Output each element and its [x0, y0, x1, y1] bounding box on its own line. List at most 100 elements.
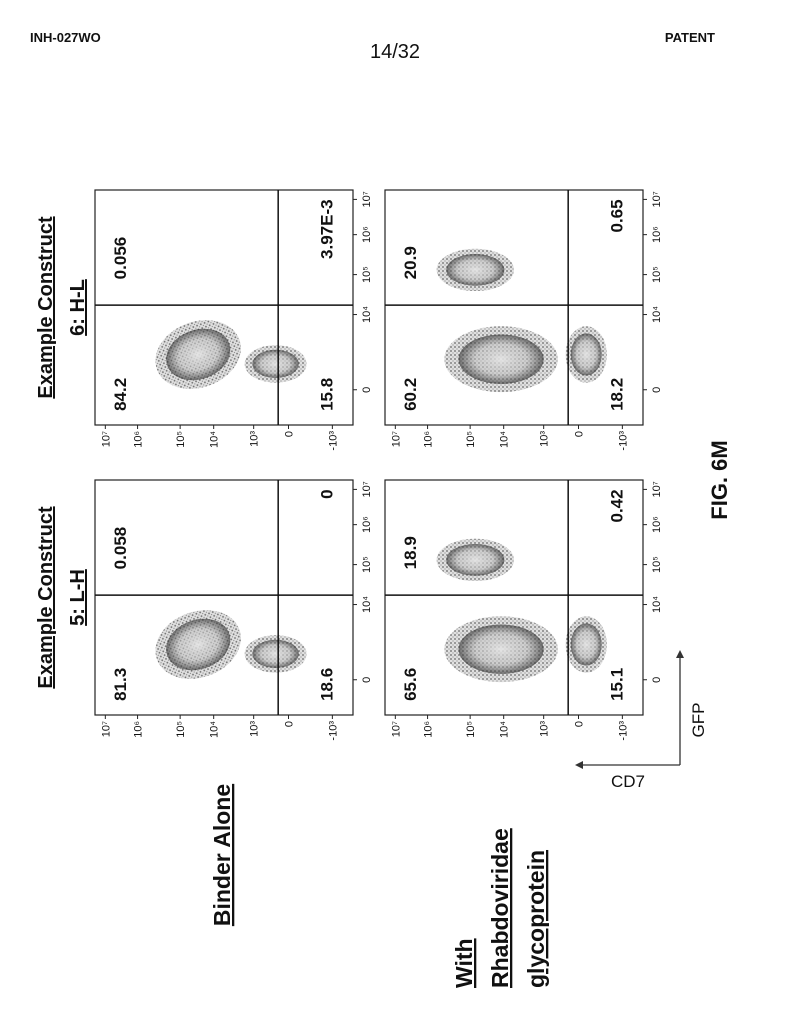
y-tick-label: 10⁷: [100, 431, 112, 447]
x-tick-label: 10⁷: [651, 191, 663, 207]
x-tick-label: 10⁵: [651, 266, 663, 283]
y-tick-label: 10⁴: [209, 431, 221, 448]
x-tick-label: 0: [651, 677, 663, 683]
y-tick-label: 10⁶: [133, 721, 145, 738]
y-tick-label: 10⁵: [465, 721, 477, 738]
y-tick-label: 10⁴: [499, 721, 511, 738]
arrow-head: [676, 650, 684, 658]
quadrant-value: 0.058: [111, 527, 130, 570]
y-tick-label: 10⁵: [465, 431, 477, 448]
quadrant-value: 0.056: [111, 237, 130, 280]
quadrant-value: 60.2: [401, 378, 420, 411]
y-tick-label: 0: [284, 721, 296, 727]
quadrant-value: 81.3: [111, 668, 130, 701]
quadrant-value: 0.65: [607, 199, 626, 232]
y-tick-label: 10⁵: [175, 721, 187, 738]
y-tick-label: 10⁶: [423, 431, 435, 448]
quadrant-value: 20.9: [401, 246, 420, 279]
x-tick-label: 10⁴: [651, 306, 663, 323]
y-tick-label: 10⁶: [423, 721, 435, 738]
x-tick-label: 10⁵: [361, 556, 373, 573]
y-tick-label: -10³: [327, 431, 339, 451]
y-tick-label: 10⁷: [390, 721, 402, 737]
x-tick-label: 10⁶: [651, 516, 663, 533]
x-tick-label: 0: [361, 677, 373, 683]
x-tick-label: 10⁵: [651, 556, 663, 573]
x-tick-label: 0: [361, 387, 373, 393]
y-tick-label: 10⁵: [175, 431, 187, 448]
x-tick-label: 10⁵: [361, 266, 373, 283]
cell-population-core: [252, 349, 299, 378]
arrow-head: [575, 761, 583, 769]
y-tick-label: 0: [574, 721, 586, 727]
plot-frame: [384, 479, 644, 716]
y-axis-label: CD7: [611, 772, 645, 791]
x-tick-label: 10⁶: [651, 226, 663, 243]
x-tick-label: 10⁴: [361, 306, 373, 323]
x-axis-label: GFP: [689, 703, 708, 738]
cell-population-core: [570, 623, 602, 666]
quadrant-value: 84.2: [111, 378, 130, 411]
y-tick-label: 0: [574, 431, 586, 437]
flow-plot: 10⁷ 10⁶ 10⁵ 10⁴ 10³ 0 -10³ 0 10⁴ 10⁵ 10⁶ 10⁷ 84.2 0.0…: [94, 189, 373, 451]
flow-plot: 10⁷ 10⁶ 10⁵ 10⁴ 10³ 0 -10³ 0 10⁴ 10⁵ 10⁶ 10⁷ 65.6 18.…: [384, 479, 663, 741]
row-label: Binder Alone: [209, 784, 235, 926]
y-tick-label: 10³: [539, 721, 551, 737]
y-tick-label: 10³: [249, 431, 261, 447]
quadrant-value: 15.8: [317, 378, 336, 411]
cell-population-core: [166, 328, 231, 381]
column-title: Example Construct: [35, 506, 57, 689]
cell-population-core: [570, 333, 602, 376]
quadrant-value: 3.97E-3: [317, 199, 336, 259]
quadrant-value: 0: [317, 489, 336, 498]
x-tick-label: 10⁶: [361, 226, 373, 243]
x-tick-label: 10⁷: [361, 191, 373, 207]
cell-population-core: [458, 624, 544, 674]
quadrant-value: 65.6: [401, 668, 420, 701]
x-tick-label: 0: [651, 387, 663, 393]
quadrant-value: 18.2: [607, 378, 626, 411]
flow-plot: 10⁷ 10⁶ 10⁵ 10⁴ 10³ 0 -10³ 0 10⁴ 10⁵ 10⁶ 10⁷ 81.3 0.0…: [94, 479, 373, 741]
row-label: With: [451, 938, 477, 988]
quadrant-value: 18.6: [317, 668, 336, 701]
y-tick-label: -10³: [327, 721, 339, 741]
cell-population-core: [446, 544, 505, 576]
x-tick-label: 10⁴: [651, 596, 663, 613]
y-tick-label: -10³: [617, 431, 629, 451]
plot-frame: [94, 189, 354, 426]
cell-population-core: [446, 254, 505, 286]
y-tick-label: 10⁷: [100, 721, 112, 737]
docket-number: INH-027WO: [30, 30, 101, 45]
column-subtitle: 6: H-L: [67, 279, 89, 336]
column-subtitle: 5: L-H: [67, 569, 89, 626]
figure-caption: FIG. 6M: [707, 440, 732, 519]
y-tick-label: 10⁴: [499, 431, 511, 448]
x-tick-label: 10⁷: [361, 481, 373, 497]
row-label: glycoprotein: [523, 850, 549, 988]
cell-population-core: [252, 639, 299, 668]
plot-frame: [384, 189, 644, 426]
flow-plot: 10⁷ 10⁶ 10⁵ 10⁴ 10³ 0 -10³ 0 10⁴ 10⁵ 10⁶ 10⁷ 60.2 20.…: [384, 189, 663, 451]
page-number: 14/32: [370, 41, 420, 63]
x-tick-label: 10⁷: [651, 481, 663, 497]
cell-population-core: [458, 334, 544, 384]
patent-label: PATENT: [665, 30, 715, 45]
cell-population-core: [166, 618, 231, 671]
figure: Example Construct 5: L-H Example Construct…: [35, 189, 732, 988]
row-label: Rhabdoviridae: [487, 828, 513, 988]
column-title: Example Construct: [35, 216, 57, 399]
y-tick-label: 10³: [249, 721, 261, 737]
y-tick-label: 10⁷: [390, 431, 402, 447]
quadrant-value: 15.1: [607, 668, 626, 701]
y-tick-label: 10⁶: [133, 431, 145, 448]
y-tick-label: 10³: [539, 431, 551, 447]
y-tick-label: -10³: [617, 721, 629, 741]
quadrant-value: 18.9: [401, 536, 420, 569]
plot-frame: [94, 479, 354, 716]
x-tick-label: 10⁶: [361, 516, 373, 533]
quadrant-value: 0.42: [607, 489, 626, 522]
y-tick-label: 0: [284, 431, 296, 437]
x-tick-label: 10⁴: [361, 596, 373, 613]
